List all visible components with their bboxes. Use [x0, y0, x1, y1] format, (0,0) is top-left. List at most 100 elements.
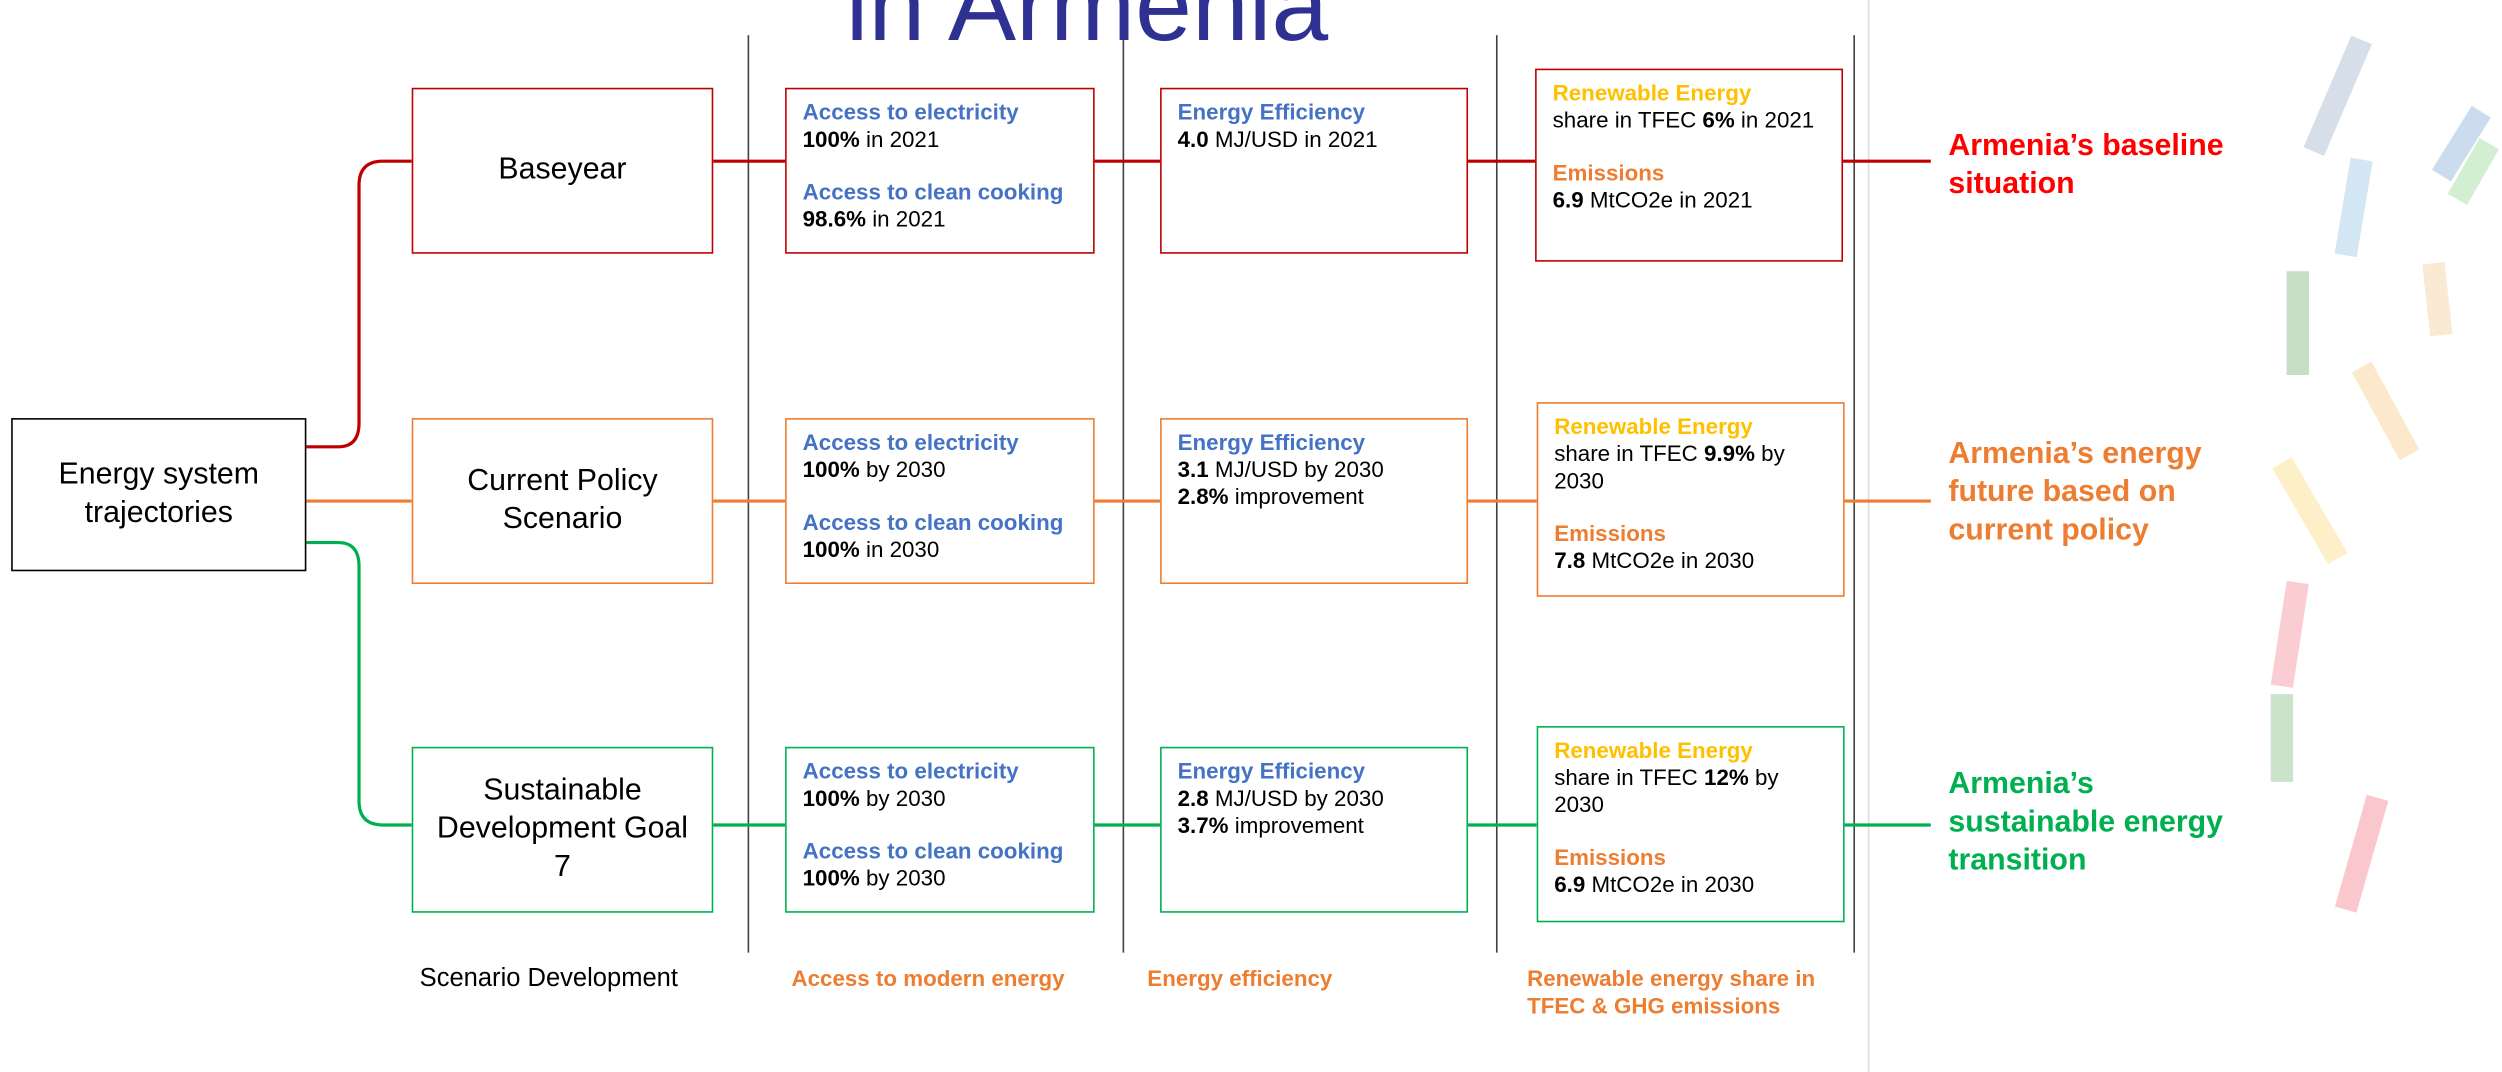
line: share in TFEC 12% by 2030 [1554, 764, 1827, 818]
line: Energy Efficiency [1178, 758, 1451, 785]
text: 6.9 [1552, 186, 1584, 213]
text: 9.9% [1704, 440, 1755, 466]
line: Access to electricity [803, 758, 1077, 785]
access-box: Access to electricity 100% by 2030 Access … [785, 746, 1095, 913]
line: Energy Efficiency [1178, 99, 1451, 126]
line: Access to electricity [803, 99, 1077, 126]
line: Access to clean cooking 98.6% in 2021 [803, 179, 1077, 233]
text: MJ/USD by 2030 [1214, 456, 1384, 482]
line: Emissions [1554, 520, 1827, 547]
line: Energy Efficiency [1178, 429, 1451, 456]
column-separators [747, 0, 1870, 1072]
text: Renewable Energy [1554, 737, 1753, 763]
text: MtCO2e in 2021 [1589, 186, 1753, 213]
text: Access to electricity [802, 98, 1019, 125]
text: MJ/USD in 2021 [1214, 126, 1378, 152]
spacer [1553, 134, 1826, 160]
text: by 2030 [1554, 440, 1785, 494]
text: 100% [802, 864, 860, 891]
text: Emissions [1552, 159, 1665, 186]
line: Renewable Energy [1553, 80, 1826, 107]
text: 6% [1702, 106, 1735, 133]
text: in 2030 [865, 536, 940, 562]
line: 7.8 MtCO2e in 2030 [1554, 547, 1827, 574]
text: 98.6% [802, 205, 866, 232]
line: 3.1 MJ/USD by 2030 [1178, 456, 1451, 483]
line: Access to clean cooking 100% in 2030 [803, 509, 1077, 563]
text: Access to electricity [802, 757, 1019, 784]
line: Emissions [1554, 844, 1827, 871]
text: Emissions [1554, 520, 1666, 546]
scenario-node: Sustainable Development Goal 7 [411, 746, 714, 913]
line: Emissions [1553, 160, 1826, 187]
outcome-label: Armenia’s energy future based on current… [1948, 437, 2202, 548]
text: by 2030 [865, 456, 946, 482]
connector [304, 159, 412, 449]
text: in 2021 [1740, 106, 1815, 133]
text: Renewable Energy [1552, 79, 1752, 106]
line: 4.0 MJ/USD in 2021 [1178, 126, 1451, 153]
text: MtCO2e in 2030 [1591, 871, 1755, 897]
text: Access to electricity [802, 429, 1019, 455]
text: Access to clean cooking [802, 837, 1064, 864]
spacer [803, 812, 1077, 838]
spacer [1554, 819, 1827, 845]
outcome-label: Armenia’s baseline situation [1948, 129, 2224, 202]
connector [304, 540, 412, 827]
line: 3.7% improvement [1178, 812, 1451, 839]
text: in 2021 [872, 205, 946, 232]
decoration [2270, 35, 2499, 913]
title: in Armenia [845, 0, 1329, 63]
access-box: Access to electricity 100% by 2030 Access … [785, 418, 1095, 585]
text: Energy Efficiency [1177, 429, 1366, 455]
spacer [803, 153, 1077, 179]
line: Access to electricity [803, 429, 1077, 456]
outcome-label: Armenia’s sustainable energy transition [1948, 767, 2224, 878]
text: 2.8% [1177, 483, 1229, 510]
line: 6.9 MtCO2e in 2030 [1554, 871, 1827, 898]
spacer [1554, 495, 1827, 521]
text: Emissions [1554, 844, 1666, 870]
scenario-node: Baseyear [411, 87, 714, 254]
text: 4.0 [1177, 126, 1209, 152]
text: 6.9 [1554, 871, 1586, 897]
text: 3.7% [1177, 812, 1229, 838]
line: 100% by 2030 [803, 785, 1077, 812]
line: 100% by 2030 [803, 456, 1077, 483]
column-footer: Access to modern energy [791, 965, 1065, 991]
scenario-node: Current Policy Scenario [411, 418, 714, 585]
column-footer: Scenario Development [419, 965, 678, 993]
access-box: Access to electricity 100% in 2021 Access … [785, 87, 1095, 254]
efficiency-box: Energy Efficiency 3.1 MJ/USD by 2030 2.8% … [1160, 418, 1469, 585]
column-footer: Energy efficiency [1147, 965, 1333, 991]
line: 6.9 MtCO2e in 2021 [1553, 187, 1826, 214]
line: 2.8% improvement [1178, 483, 1451, 510]
text: Renewable Energy [1554, 413, 1753, 439]
text: 2.8 [1177, 785, 1209, 811]
line: 100% in 2021 [803, 126, 1077, 153]
text: share in TFEC [1552, 106, 1697, 133]
text: 100% [802, 126, 860, 152]
text: Energy Efficiency [1177, 757, 1366, 784]
text: in 2021 [865, 126, 940, 152]
column-footer: Renewable energy share in TFEC & GHG emi… [1527, 965, 1816, 1019]
text: by 2030 [1554, 764, 1779, 817]
text: 100% [802, 785, 860, 811]
text: Energy Efficiency [1177, 98, 1366, 125]
line: Renewable Energy [1554, 737, 1827, 764]
text: MJ/USD by 2030 [1214, 785, 1384, 811]
efficiency-box: Energy Efficiency 4.0 MJ/USD in 2021 [1160, 87, 1469, 254]
text: 100% [802, 536, 860, 562]
text: improvement [1234, 812, 1364, 838]
line: 2.8 MJ/USD by 2030 [1178, 785, 1451, 812]
line: Access to clean cooking 100% by 2030 [803, 838, 1077, 892]
text: 100% [802, 456, 860, 482]
text: Access to clean cooking [802, 178, 1064, 205]
line: share in TFEC 6% in 2021 [1553, 107, 1826, 134]
text: by 2030 [865, 785, 946, 811]
text: 7.8 [1554, 547, 1586, 573]
text: share in TFEC [1554, 440, 1698, 466]
text: improvement [1234, 483, 1364, 510]
renewable-box: Renewable Energy share in TFEC 6% in 2021… [1535, 68, 1844, 262]
